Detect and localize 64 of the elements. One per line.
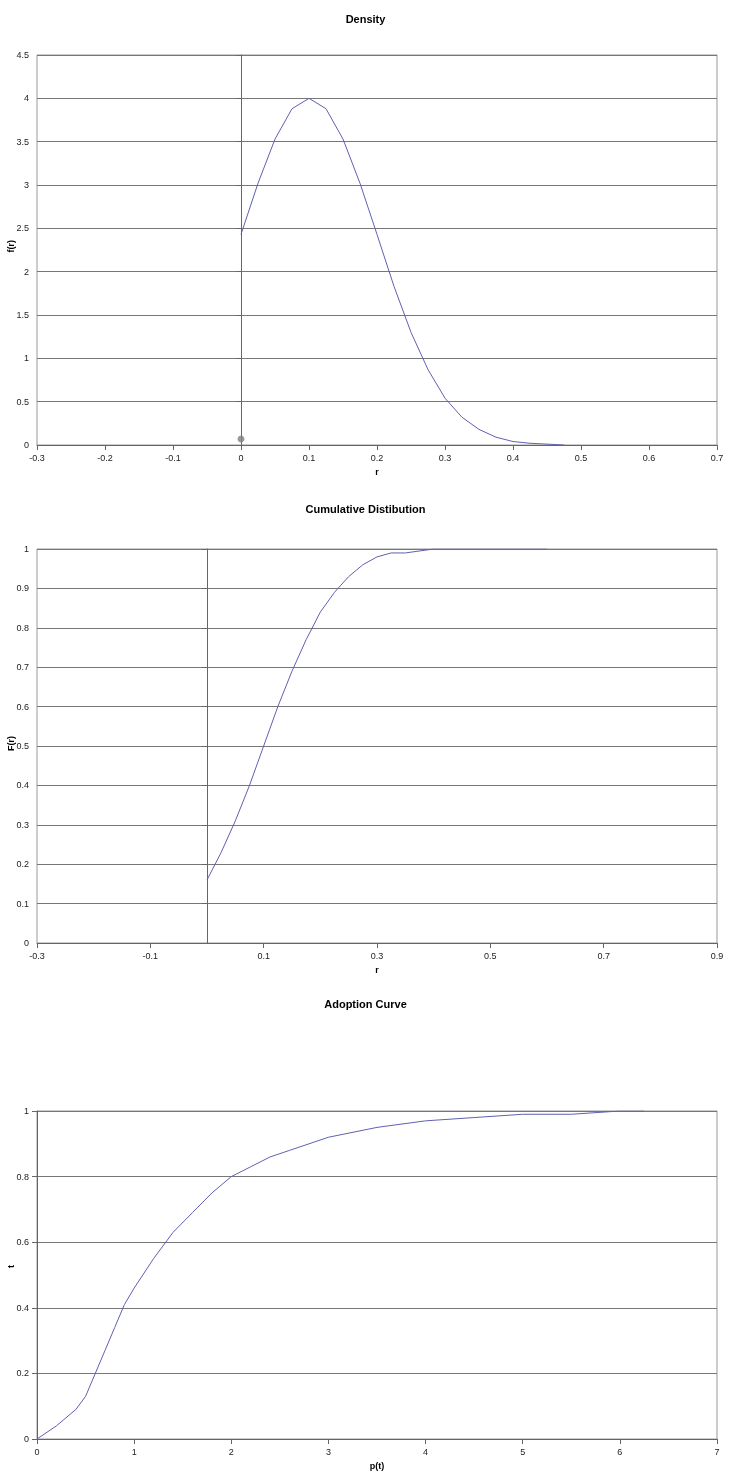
x-tick-label: 0.9 xyxy=(710,950,724,961)
y-tick-label: 0.6 xyxy=(16,701,29,712)
x-tick-label: 0.1 xyxy=(257,950,270,961)
chart-title: Cumulative Distibution xyxy=(305,502,426,515)
y-tick-label: 1 xyxy=(23,544,29,554)
x-tick-label: -0.3 xyxy=(29,950,45,961)
x-tick-label: 0.7 xyxy=(710,452,724,463)
y-tick-label: 2 xyxy=(23,266,29,277)
y-tick-label: 0.5 xyxy=(16,396,29,407)
x-tick-label: -0.1 xyxy=(142,950,159,961)
y-tick-label: 0.3 xyxy=(16,819,29,830)
y-axis-title: f(r) xyxy=(5,239,16,253)
x-tick-label: 0.7 xyxy=(597,950,610,961)
y-axis-title: t xyxy=(5,1265,16,1268)
y-tick-label: 4.5 xyxy=(16,50,29,60)
chart-title: Density xyxy=(345,12,387,25)
x-axis-title: p(t) xyxy=(369,1460,385,1471)
x-tick-label: 0.5 xyxy=(484,950,497,961)
x-axis-title: r xyxy=(375,466,380,477)
y-tick-label: 0.7 xyxy=(16,662,29,673)
x-tick-label: 0.1 xyxy=(302,452,316,463)
x-tick-label: 6 xyxy=(617,1446,623,1457)
x-tick-label: 0.2 xyxy=(370,452,384,463)
x-tick-label: -0.1 xyxy=(165,452,181,463)
y-tick-label: 0.8 xyxy=(16,622,29,633)
y-tick-label: 1 xyxy=(23,353,29,364)
y-tick-label: 2.5 xyxy=(16,223,29,234)
y-tick-label: 0.2 xyxy=(16,859,29,870)
x-tick-label: -0.3 xyxy=(29,452,45,463)
x-tick-label: -0.2 xyxy=(97,452,113,463)
x-tick-label: 0.3 xyxy=(370,950,384,961)
y-tick-label: 0.1 xyxy=(16,898,29,909)
y-tick-label: 0.9 xyxy=(16,583,29,594)
y-tick-label: 0.2 xyxy=(16,1368,29,1379)
x-tick-label: 2 xyxy=(228,1446,234,1457)
y-tick-label: 0.6 xyxy=(16,1237,29,1248)
y-axis-title: F(r) xyxy=(5,735,16,751)
x-tick-label: 4 xyxy=(423,1446,429,1457)
y-tick-label: 3.5 xyxy=(16,136,29,147)
x-tick-label: 0 xyxy=(34,1446,40,1457)
x-tick-label: 0.5 xyxy=(574,452,588,463)
x-tick-label: 0.4 xyxy=(506,452,520,463)
x-tick-label: 0.6 xyxy=(642,452,656,463)
y-tick-label: 1 xyxy=(23,1106,29,1116)
line-series xyxy=(206,548,548,881)
line-series xyxy=(240,97,565,446)
x-tick-label: 1 xyxy=(131,1446,137,1457)
x-tick-label: 3 xyxy=(325,1446,331,1457)
y-tick-label: 1.5 xyxy=(16,310,29,320)
x-tick-label: 5 xyxy=(520,1446,526,1457)
y-tick-label: 0.5 xyxy=(16,741,29,751)
y-tick-label: 0.8 xyxy=(16,1171,29,1182)
y-tick-label: 0 xyxy=(23,440,29,450)
y-tick-label: 0 xyxy=(23,1434,29,1444)
x-tick-label: 7 xyxy=(714,1446,720,1457)
y-tick-label: 3 xyxy=(23,180,29,190)
y-tick-label: 4 xyxy=(23,93,29,104)
y-tick-label: 0.4 xyxy=(16,1302,29,1313)
x-tick-label: 0 xyxy=(238,452,244,463)
x-axis-title: r xyxy=(375,964,380,975)
y-tick-label: 0.4 xyxy=(16,780,29,791)
chart-title: Adoption Curve xyxy=(324,997,407,1010)
x-tick-label: 0.3 xyxy=(438,452,452,463)
y-tick-label: 0 xyxy=(23,938,29,948)
